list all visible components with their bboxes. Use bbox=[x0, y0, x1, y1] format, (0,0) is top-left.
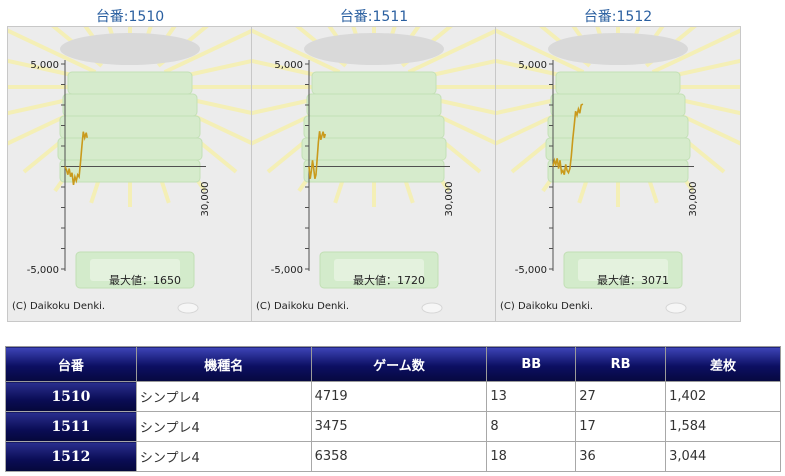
max-value-label: 最大値：1720 bbox=[353, 273, 425, 287]
cell-difference: 1,584 bbox=[665, 411, 781, 442]
header-slot-number: 台番 bbox=[5, 346, 137, 382]
slot-table: 台番 機種名 ゲーム数 BB RB 差枚 1510 シンプレ4 4719 13 … bbox=[5, 346, 781, 472]
max-value-label: 最大値：1650 bbox=[109, 273, 181, 287]
cell-machine-name: シンプレ4 bbox=[135, 381, 312, 412]
cell-rb: 17 bbox=[575, 411, 667, 442]
x-tick-label: 30,000 bbox=[444, 182, 455, 217]
table-row[interactable]: 1512 シンプレ4 6358 18 36 3,044 bbox=[5, 441, 781, 472]
max-value-label: 最大値：3071 bbox=[597, 273, 669, 287]
cell-slot-number[interactable]: 1512 bbox=[5, 441, 137, 472]
cell-machine-name: シンプレ4 bbox=[135, 441, 312, 472]
cell-bb: 13 bbox=[486, 381, 577, 412]
x-tick-label: 30,000 bbox=[688, 182, 699, 217]
graph-chart[interactable]: 5,000 -5,000 30,000 最大値：1650 (C) Daikoku Den… bbox=[7, 26, 253, 322]
header-machine-name: 機種名 bbox=[135, 346, 312, 382]
cell-slot-number[interactable]: 1510 bbox=[5, 381, 137, 412]
cell-difference: 3,044 bbox=[665, 441, 781, 472]
background-illustration bbox=[496, 27, 740, 314]
cell-difference: 1,402 bbox=[665, 381, 781, 412]
cell-rb: 27 bbox=[575, 381, 667, 412]
cell-game-count: 6358 bbox=[310, 441, 488, 472]
y-tick-label-top: 5,000 bbox=[274, 60, 303, 71]
copyright-label: (C) Daikoku Denki. bbox=[12, 301, 105, 312]
copyright-label: (C) Daikoku Denki. bbox=[500, 301, 593, 312]
graph-title[interactable]: 台番:1511 bbox=[339, 9, 409, 25]
table-row[interactable]: 1510 シンプレ4 4719 13 27 1,402 bbox=[5, 381, 781, 412]
y-tick-label-bottom: -5,000 bbox=[271, 265, 303, 276]
y-tick-label-top: 5,000 bbox=[518, 60, 547, 71]
cell-bb: 18 bbox=[486, 441, 577, 472]
background-illustration bbox=[8, 27, 252, 314]
cell-bb: 8 bbox=[486, 411, 577, 442]
header-rb: RB bbox=[575, 346, 667, 382]
series-line bbox=[308, 131, 327, 180]
y-tick-label-bottom: -5,000 bbox=[27, 265, 59, 276]
series-line bbox=[552, 103, 584, 175]
cell-slot-number[interactable]: 1511 bbox=[5, 411, 137, 442]
graph-title[interactable]: 台番:1512 bbox=[583, 9, 653, 25]
cell-rb: 36 bbox=[575, 441, 667, 472]
cell-game-count: 4719 bbox=[310, 381, 488, 412]
header-difference: 差枚 bbox=[665, 346, 781, 382]
graph-title[interactable]: 台番:1510 bbox=[95, 9, 165, 25]
x-tick-label: 30,000 bbox=[200, 182, 211, 217]
table-row[interactable]: 1511 シンプレ4 3475 8 17 1,584 bbox=[5, 411, 781, 442]
series-line bbox=[64, 131, 88, 186]
graph-chart[interactable]: 5,000 -5,000 30,000 最大値：3071 (C) Daikoku Den… bbox=[495, 26, 741, 322]
header-game-count: ゲーム数 bbox=[310, 346, 488, 382]
line-chart: 5,000 -5,000 30,000 最大値：1720 (C) Daikoku Den… bbox=[252, 27, 496, 314]
y-tick-label-bottom: -5,000 bbox=[515, 265, 547, 276]
cell-game-count: 3475 bbox=[310, 411, 488, 442]
table-header-row: 台番 機種名 ゲーム数 BB RB 差枚 bbox=[5, 346, 781, 382]
background-illustration bbox=[252, 27, 496, 314]
y-tick-label-top: 5,000 bbox=[30, 60, 59, 71]
graph-chart[interactable]: 5,000 -5,000 30,000 最大値：1720 (C) Daikoku Den… bbox=[251, 26, 497, 322]
header-bb: BB bbox=[486, 346, 577, 382]
line-chart: 5,000 -5,000 30,000 最大値：1650 (C) Daikoku Den… bbox=[8, 27, 252, 314]
cell-machine-name: シンプレ4 bbox=[135, 411, 312, 442]
copyright-label: (C) Daikoku Denki. bbox=[256, 301, 349, 312]
line-chart: 5,000 -5,000 30,000 最大値：3071 (C) Daikoku Den… bbox=[496, 27, 740, 314]
